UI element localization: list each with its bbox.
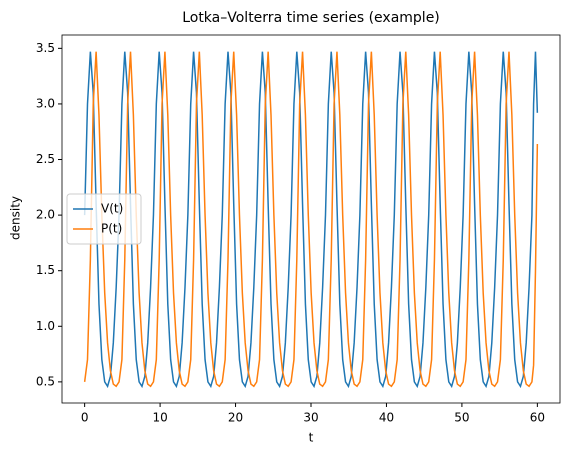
legend-label: P(t)	[101, 222, 122, 236]
plot-frame	[61, 34, 561, 404]
x-tick-label: 20	[228, 411, 243, 425]
chart-title: Lotka–Volterra time series (example)	[182, 10, 440, 26]
legend-box	[66, 193, 142, 245]
y-tick-label: 3.5	[36, 41, 55, 55]
y-tick-label: 1.0	[36, 319, 55, 333]
x-tick-label: 40	[379, 411, 394, 425]
y-axis-label: density	[9, 196, 23, 240]
series-line	[83, 51, 539, 388]
x-tick-label: 30	[303, 411, 318, 425]
x-tick-label: 10	[152, 411, 167, 425]
x-tick-label: 0	[81, 411, 89, 425]
x-axis-label: t	[309, 431, 314, 445]
y-tick-label: 1.5	[36, 263, 55, 277]
y-tick-label: 3.0	[36, 96, 55, 110]
y-tick-label: 0.5	[36, 374, 55, 388]
y-tick-label: 2.5	[36, 152, 55, 166]
x-tick-label: 50	[454, 411, 469, 425]
x-tick-label: 60	[530, 411, 545, 425]
legend-label: V(t)	[101, 202, 123, 216]
y-tick-label: 2.0	[36, 208, 55, 222]
series-line	[83, 51, 539, 389]
